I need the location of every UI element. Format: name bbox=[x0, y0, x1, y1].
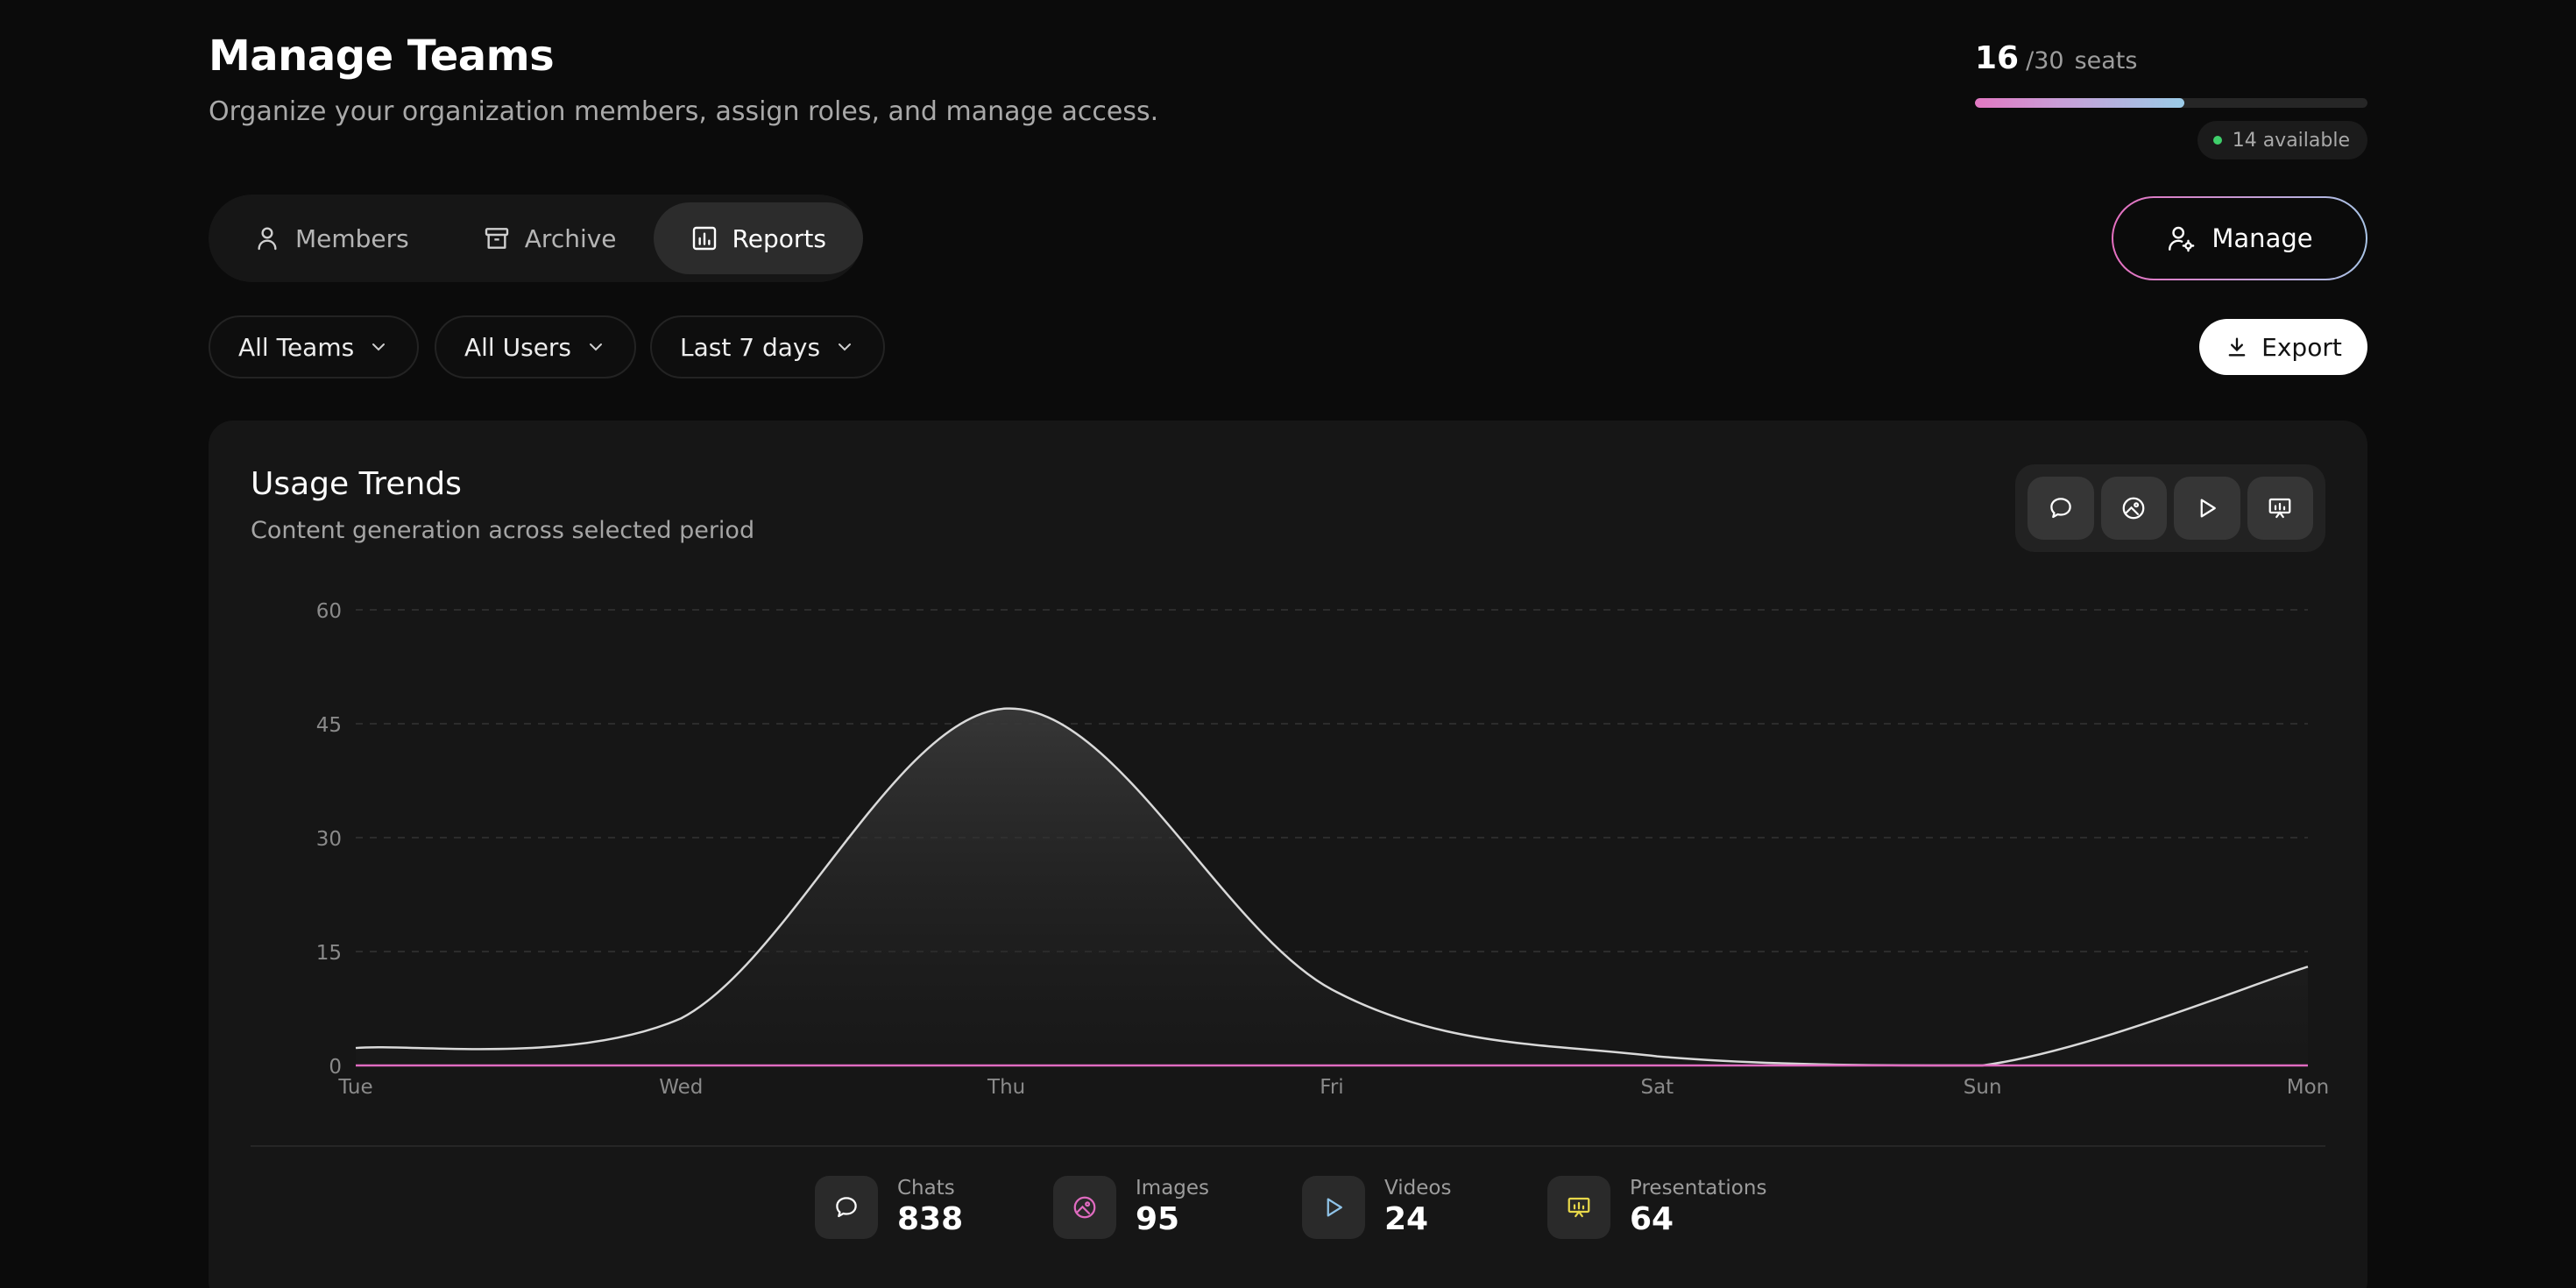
content-type-toggles bbox=[2015, 464, 2325, 552]
y-tick-label: 45 bbox=[316, 714, 342, 737]
filter-label: Last 7 days bbox=[680, 332, 821, 362]
page-subtitle: Organize your organization members, assi… bbox=[209, 96, 1159, 127]
stat-chats: Chats 838 bbox=[815, 1176, 963, 1239]
stat-value: 838 bbox=[897, 1201, 964, 1237]
available-badge: 14 available bbox=[2197, 121, 2367, 159]
seats-label: seats bbox=[2074, 47, 2138, 74]
chevron-down-icon bbox=[372, 343, 386, 351]
chat-icon bbox=[2050, 498, 2071, 519]
stat-videos: Videos 24 bbox=[1302, 1176, 1451, 1239]
stat-icon bbox=[1302, 1176, 1365, 1239]
y-tick-label: 0 bbox=[329, 1056, 342, 1079]
stat-label: Chats bbox=[897, 1177, 955, 1200]
stat-label: Images bbox=[1136, 1177, 1210, 1200]
stat-value: 95 bbox=[1136, 1201, 1180, 1237]
export-button[interactable]: Export bbox=[2199, 319, 2367, 375]
manage-label: Manage bbox=[2212, 223, 2313, 253]
seats-progress-bar bbox=[1975, 98, 2367, 108]
available-text: 14 available bbox=[2232, 129, 2350, 152]
x-tick-label: Fri bbox=[1320, 1076, 1343, 1099]
x-tick-label: Thu bbox=[987, 1076, 1025, 1099]
tab-archive[interactable]: Archive bbox=[446, 202, 654, 274]
series-area bbox=[356, 708, 2308, 1065]
image-icon bbox=[1073, 1196, 1096, 1219]
toggle-presentations[interactable] bbox=[2247, 477, 2313, 540]
archive-icon bbox=[485, 228, 508, 249]
tab-label: Reports bbox=[732, 223, 826, 253]
seats-summary: 16 /30 seats bbox=[1975, 40, 2137, 76]
presentation-icon bbox=[1568, 1197, 1590, 1218]
card-title: Usage Trends bbox=[251, 466, 462, 502]
x-tick-label: Tue bbox=[337, 1076, 372, 1099]
usage-trends-chart: 0 15 30 45 60 Tue Wed Thu Fri Sat Sun Mon bbox=[316, 600, 2330, 1099]
presentation-icon bbox=[2268, 498, 2291, 519]
stat-value: 24 bbox=[1384, 1201, 1429, 1237]
chevron-down-icon bbox=[590, 343, 603, 351]
play-icon bbox=[1327, 1198, 1342, 1217]
stat-value: 64 bbox=[1630, 1201, 1674, 1237]
stat-label: Presentations bbox=[1630, 1177, 1767, 1200]
play-icon bbox=[2200, 499, 2216, 518]
toggle-chats[interactable] bbox=[2028, 477, 2094, 540]
y-tick-label: 30 bbox=[316, 828, 342, 851]
stat-icon bbox=[815, 1176, 878, 1239]
seats-progress-fill bbox=[1975, 98, 2184, 108]
tab-members[interactable]: Members bbox=[216, 202, 446, 274]
x-tick-label: Sat bbox=[1640, 1076, 1674, 1099]
x-tick-label: Sun bbox=[1964, 1076, 2002, 1099]
usage-trends-card: Usage Trends Content generation across s… bbox=[209, 421, 2367, 1288]
stat-icon bbox=[1053, 1176, 1116, 1239]
x-tick-label: Wed bbox=[659, 1076, 703, 1099]
toggle-videos[interactable] bbox=[2174, 477, 2240, 540]
stat-label: Videos bbox=[1384, 1177, 1452, 1200]
status-dot bbox=[2212, 136, 2222, 145]
view-tabs: Members Archive Reports bbox=[209, 195, 863, 282]
image-icon bbox=[2122, 497, 2145, 520]
y-tick-label: 15 bbox=[316, 942, 342, 965]
y-tick-label: 60 bbox=[316, 600, 342, 623]
card-subtitle: Content generation across selected perio… bbox=[251, 517, 755, 544]
tab-label: Archive bbox=[524, 223, 617, 253]
filter-label: All Users bbox=[464, 332, 572, 362]
stat-images: Images 95 bbox=[1053, 1176, 1209, 1239]
seats-total: /30 bbox=[2026, 47, 2064, 74]
chat-icon bbox=[836, 1197, 857, 1218]
x-tick-label: Mon bbox=[2287, 1076, 2330, 1099]
chevron-down-icon bbox=[839, 343, 852, 351]
user-filter-dropdown[interactable]: All Users bbox=[435, 315, 637, 379]
manage-button[interactable]: Manage bbox=[2112, 196, 2367, 280]
user-icon bbox=[258, 227, 277, 251]
bar-chart-icon bbox=[692, 226, 716, 251]
stat-icon bbox=[1547, 1176, 1610, 1239]
export-label: Export bbox=[2261, 332, 2342, 362]
team-filter-dropdown[interactable]: All Teams bbox=[209, 315, 420, 379]
filter-label: All Teams bbox=[238, 332, 355, 362]
seats-used: 16 bbox=[1975, 40, 2020, 76]
user-gear-icon bbox=[2169, 226, 2195, 252]
divider bbox=[251, 1145, 2325, 1147]
tab-label: Members bbox=[295, 223, 409, 253]
stat-presentations: Presentations 64 bbox=[1547, 1176, 1766, 1239]
date-range-dropdown[interactable]: Last 7 days bbox=[650, 315, 886, 379]
tab-reports[interactable]: Reports bbox=[653, 202, 863, 274]
toggle-images[interactable] bbox=[2100, 477, 2167, 540]
page-title: Manage Teams bbox=[209, 32, 555, 81]
download-icon bbox=[2228, 337, 2246, 357]
